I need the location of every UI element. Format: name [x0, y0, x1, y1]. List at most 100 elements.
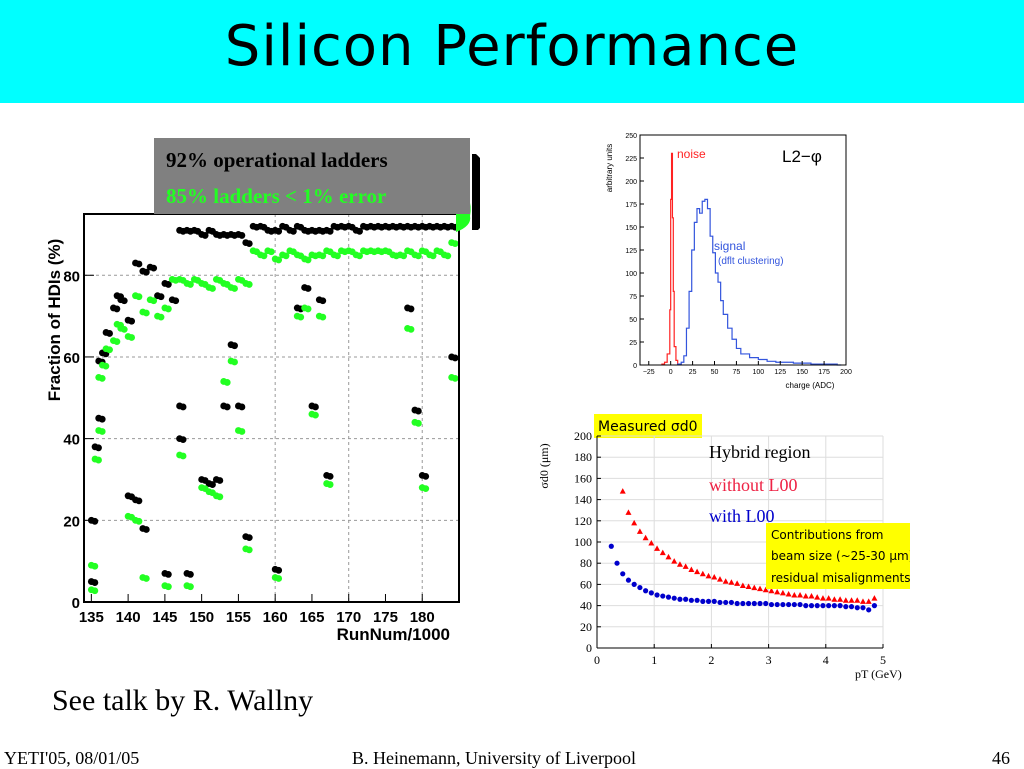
annotation-line1: 92% operational ladders — [166, 148, 388, 172]
signal-annotation: (dflt clustering) — [718, 256, 784, 267]
sigma-y-tick-label: 40 — [580, 599, 592, 613]
charge-x-tick-label: 25 — [689, 369, 697, 376]
charge-y-ticks: 0 25 50 75 100 125 150 175 200 225 250 — [625, 133, 644, 370]
sigma-point-with-l00 — [608, 543, 614, 549]
hdi-point-low-error — [422, 485, 430, 493]
hdi-point-operational — [135, 497, 143, 505]
hdi-point-low-error — [150, 297, 158, 305]
measured-label-bg — [594, 414, 702, 438]
charge-y-tick-label: 50 — [629, 317, 637, 324]
hdi-point-operational — [238, 232, 246, 239]
hdi-point-operational — [223, 403, 231, 411]
hdi-point-operational — [179, 436, 187, 444]
hdi-point-low-error — [275, 256, 283, 264]
sigma-point-with-l00 — [643, 588, 649, 594]
sigma-point-without-l00 — [842, 597, 849, 603]
sigma-point-with-l00 — [723, 599, 729, 606]
measured-label: Measured σd0 — [598, 419, 698, 435]
sigma-point-with-l00 — [808, 603, 815, 609]
charge-y-tick-label: 200 — [625, 179, 637, 186]
hdi-point-low-error — [312, 411, 319, 419]
sigma-point-without-l00 — [757, 585, 764, 592]
sigma-point-without-l00 — [688, 566, 695, 573]
title-bar — [0, 0, 1024, 103]
charge-x-label: charge (ADC) — [786, 381, 835, 390]
sigma-point-without-l00 — [814, 594, 821, 600]
footer-conference: YETI'05, 08/01/05 — [4, 748, 140, 768]
hdi-point-low-error — [319, 252, 327, 260]
sigma-point-without-l00 — [831, 596, 838, 602]
sigma-point-with-l00 — [700, 598, 706, 604]
sigma-point-without-l00 — [711, 573, 718, 580]
hdi-y-tick-label: 0 — [72, 595, 80, 612]
sigma-point-with-l00 — [728, 599, 735, 606]
hdi-point-low-error — [187, 583, 194, 591]
sigma-point-without-l00 — [762, 586, 769, 593]
charge-y-label: arbitrary units — [605, 144, 614, 192]
charge-x-tick-label: −25 — [643, 369, 655, 376]
hdi-point-low-error — [128, 334, 136, 341]
sigma-point-with-l00 — [854, 605, 860, 611]
sigma-point-without-l00 — [699, 570, 706, 577]
sigma-x-tick-label: 0 — [594, 653, 600, 667]
hdi-points — [87, 222, 459, 595]
sigma-point-with-l00 — [654, 592, 660, 598]
hdi-point-operational — [201, 232, 209, 239]
hdi-point-operational — [135, 260, 143, 268]
sigma-point-with-l00 — [757, 600, 763, 607]
hdi-point-low-error — [451, 240, 459, 247]
hdi-point-low-error — [245, 281, 253, 288]
hdi-point-low-error — [326, 481, 334, 488]
sigma-point-with-l00 — [797, 601, 803, 608]
noise-histogram — [661, 152, 682, 365]
sigma-y-tick-label: 20 — [580, 620, 592, 634]
hdi-point-low-error — [282, 252, 290, 260]
sigma-x-tick-label: 1 — [651, 653, 657, 667]
hdi-point-low-error — [267, 248, 275, 256]
sigma-y-ticks: 0 20 40 60 80 100 120 140 160 180 200 — [574, 429, 601, 655]
sigma-point-with-l00 — [848, 604, 855, 610]
hdi-y-tick-label: 80 — [63, 268, 80, 285]
slide-title: Silicon Performance — [224, 14, 800, 79]
hdi-point-operational — [91, 579, 99, 586]
charge-y-tick-label: 150 — [625, 225, 637, 232]
sigma-point-without-l00 — [751, 584, 758, 591]
sigma-point-with-l00 — [660, 593, 666, 599]
hdi-point-operational — [414, 407, 422, 415]
sigma-point-without-l00 — [722, 578, 729, 584]
sigma-point-with-l00 — [740, 600, 746, 607]
hdi-point-operational — [164, 281, 172, 288]
hdi-point-low-error — [142, 309, 150, 317]
hdi-point-operational — [113, 305, 121, 313]
hdi-point-low-error — [102, 362, 110, 370]
sigma-point-without-l00 — [819, 595, 826, 601]
hdi-y-label: Fraction of HDIs (%) — [45, 239, 64, 401]
contributions-box-bg — [766, 523, 910, 589]
sigma-points — [608, 488, 878, 613]
sigma-point-without-l00 — [779, 589, 786, 596]
hdi-x-tick-label: 135 — [79, 609, 104, 626]
hdi-point-low-error — [231, 358, 238, 366]
sigma-point-without-l00 — [854, 597, 861, 603]
sigma-point-without-l00 — [694, 568, 701, 575]
hdi-point-low-error — [179, 452, 187, 460]
sigma-point-without-l00 — [865, 598, 872, 604]
hdi-point-operational — [150, 264, 158, 272]
hdi-point-operational — [216, 477, 224, 484]
hdi-point-low-error — [164, 305, 172, 313]
hdi-fraction-chart: 135 140 145 150 155 160 165 170 175 180 0 20 40 60 80… — [45, 138, 480, 644]
hdi-point-operational — [275, 227, 283, 235]
hdi-point-operational — [245, 240, 253, 247]
annotation-line2: 85% ladders < 1% error — [166, 184, 386, 208]
hdi-point-low-error — [407, 325, 415, 333]
hdi-point-low-error — [245, 546, 253, 554]
hdi-point-operational — [142, 268, 150, 276]
hdi-point-low-error — [231, 285, 238, 292]
sigma-point-with-l00 — [803, 603, 809, 609]
hdi-point-low-error — [260, 252, 268, 260]
hdi-point-low-error — [135, 517, 143, 525]
legend-with-l00: with L00 — [709, 506, 775, 526]
legend-title: Hybrid region — [709, 442, 810, 462]
charge-x-tick-label: 50 — [711, 369, 719, 376]
hdi-point-operational — [356, 227, 363, 235]
